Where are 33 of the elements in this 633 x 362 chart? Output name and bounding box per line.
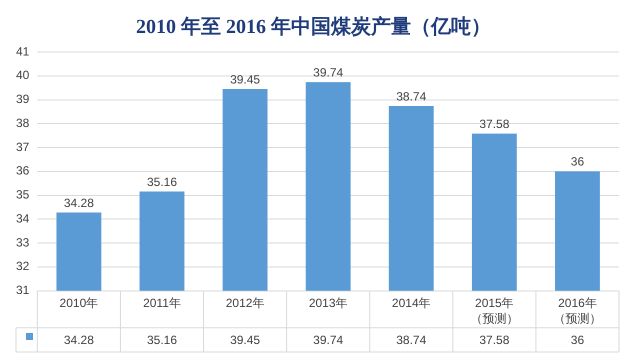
x-tick-label: 2014年	[392, 296, 431, 310]
y-tick-label: 41	[16, 44, 30, 58]
x-tick-label: 2010年	[60, 296, 98, 310]
x-tick-label: 2012年	[226, 296, 264, 310]
data-label: 39.45	[230, 333, 260, 348]
data-label: 38.74	[396, 333, 427, 348]
text: 39.45	[230, 72, 260, 86]
data-label: 35.16	[146, 333, 178, 348]
y-tick-label: 31	[16, 283, 30, 298]
text: 35.16	[146, 174, 178, 189]
chart-title: 2010 年至 2016 年中国煤炭产量（亿吨）	[136, 15, 491, 38]
x-tick-label: 2011年	[143, 296, 181, 310]
data-label: 36	[570, 333, 584, 348]
data-label: 34.28	[64, 333, 94, 348]
text: 39.74	[313, 65, 344, 80]
y-tick-label: 39	[16, 92, 30, 106]
data-label: 37.58	[479, 333, 510, 348]
x-tick-label: 2016年（预测）	[553, 296, 602, 326]
text: 38.74	[396, 89, 426, 104]
text: 36	[570, 154, 584, 169]
y-tick-label: 35	[16, 188, 30, 202]
text: 37.58	[479, 116, 510, 131]
x-tick-label: 2013年	[308, 296, 348, 310]
text: 34.28	[64, 196, 94, 210]
y-tick-label: 33	[16, 235, 30, 250]
y-tick-label: 32	[16, 259, 30, 274]
y-tick-label: 40	[16, 68, 30, 82]
x-tick-label: 2015年（预测）	[470, 296, 518, 326]
y-tick-label: 36	[16, 164, 30, 178]
data-label: 39.74	[313, 333, 344, 348]
y-tick-label: 37	[16, 140, 30, 154]
y-tick-label: 34	[16, 211, 30, 226]
y-tick-label: 38	[16, 116, 30, 130]
